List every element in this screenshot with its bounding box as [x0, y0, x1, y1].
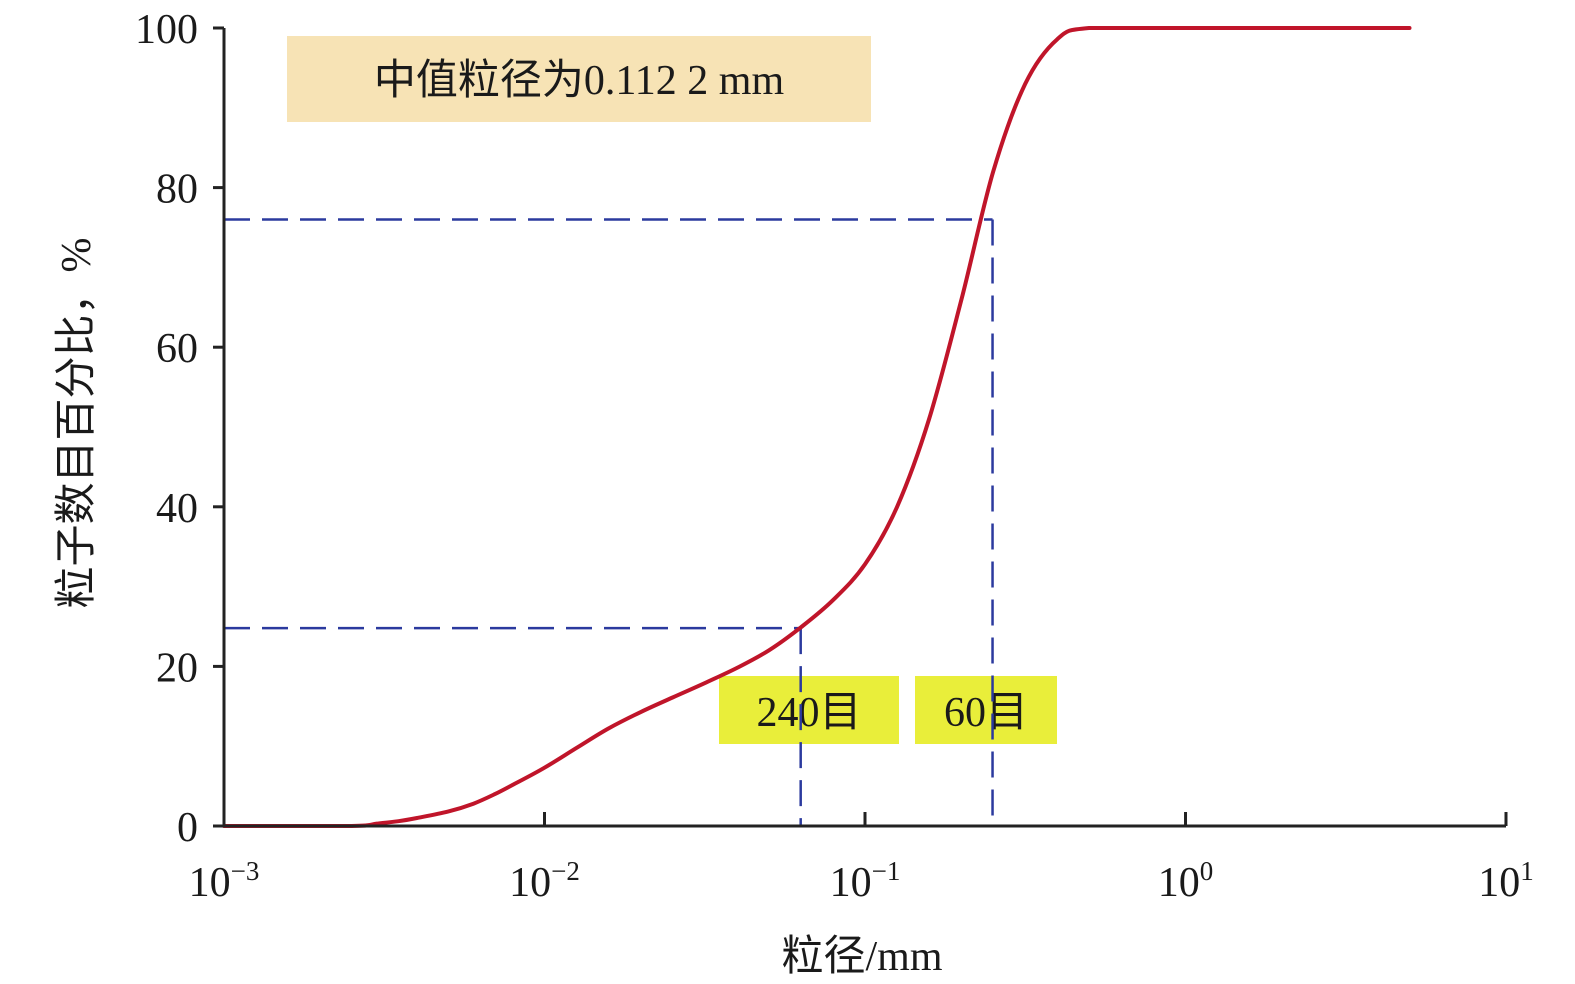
- tick-label-layer: 0 20 40 60 80 100 10−3 10−2 10−1 100 101: [135, 7, 1534, 906]
- y-tick-label: 20: [156, 645, 198, 691]
- x-tick-label: 100: [1158, 856, 1214, 906]
- series-layer: [222, 25, 1412, 829]
- annotation-layer: 中值粒径为0.112 2 mm 240目 60目: [287, 36, 1057, 744]
- axes-layer: [213, 26, 1508, 828]
- mesh-60-annotation-box: [915, 676, 1057, 744]
- y-tick-label: 80: [156, 167, 198, 213]
- y-tick-label: 0: [177, 805, 198, 851]
- y-tick-label: 40: [156, 486, 198, 532]
- y-axis-title: 粒子数目百分比，%: [54, 238, 100, 609]
- reference-line-layer: [224, 218, 994, 826]
- x-tick-label: 10−2: [509, 856, 580, 906]
- x-tick-label: 10−3: [189, 856, 260, 906]
- y-tick-label: 60: [156, 326, 198, 372]
- median-annotation-box: [287, 36, 871, 122]
- cumulative-distribution-line: [222, 25, 1412, 829]
- x-tick-label: 101: [1478, 856, 1534, 906]
- x-axis-title: 粒径/mm: [781, 934, 942, 980]
- mesh-240-annotation-box: [719, 676, 899, 744]
- mesh-60-annotation-text: 60目: [944, 690, 1028, 736]
- mesh-240-annotation-text: 240目: [756, 690, 861, 736]
- y-tick-label: 100: [135, 7, 198, 53]
- median-annotation-text: 中值粒径为0.112 2 mm: [374, 58, 785, 104]
- x-tick-label: 10−1: [830, 856, 901, 906]
